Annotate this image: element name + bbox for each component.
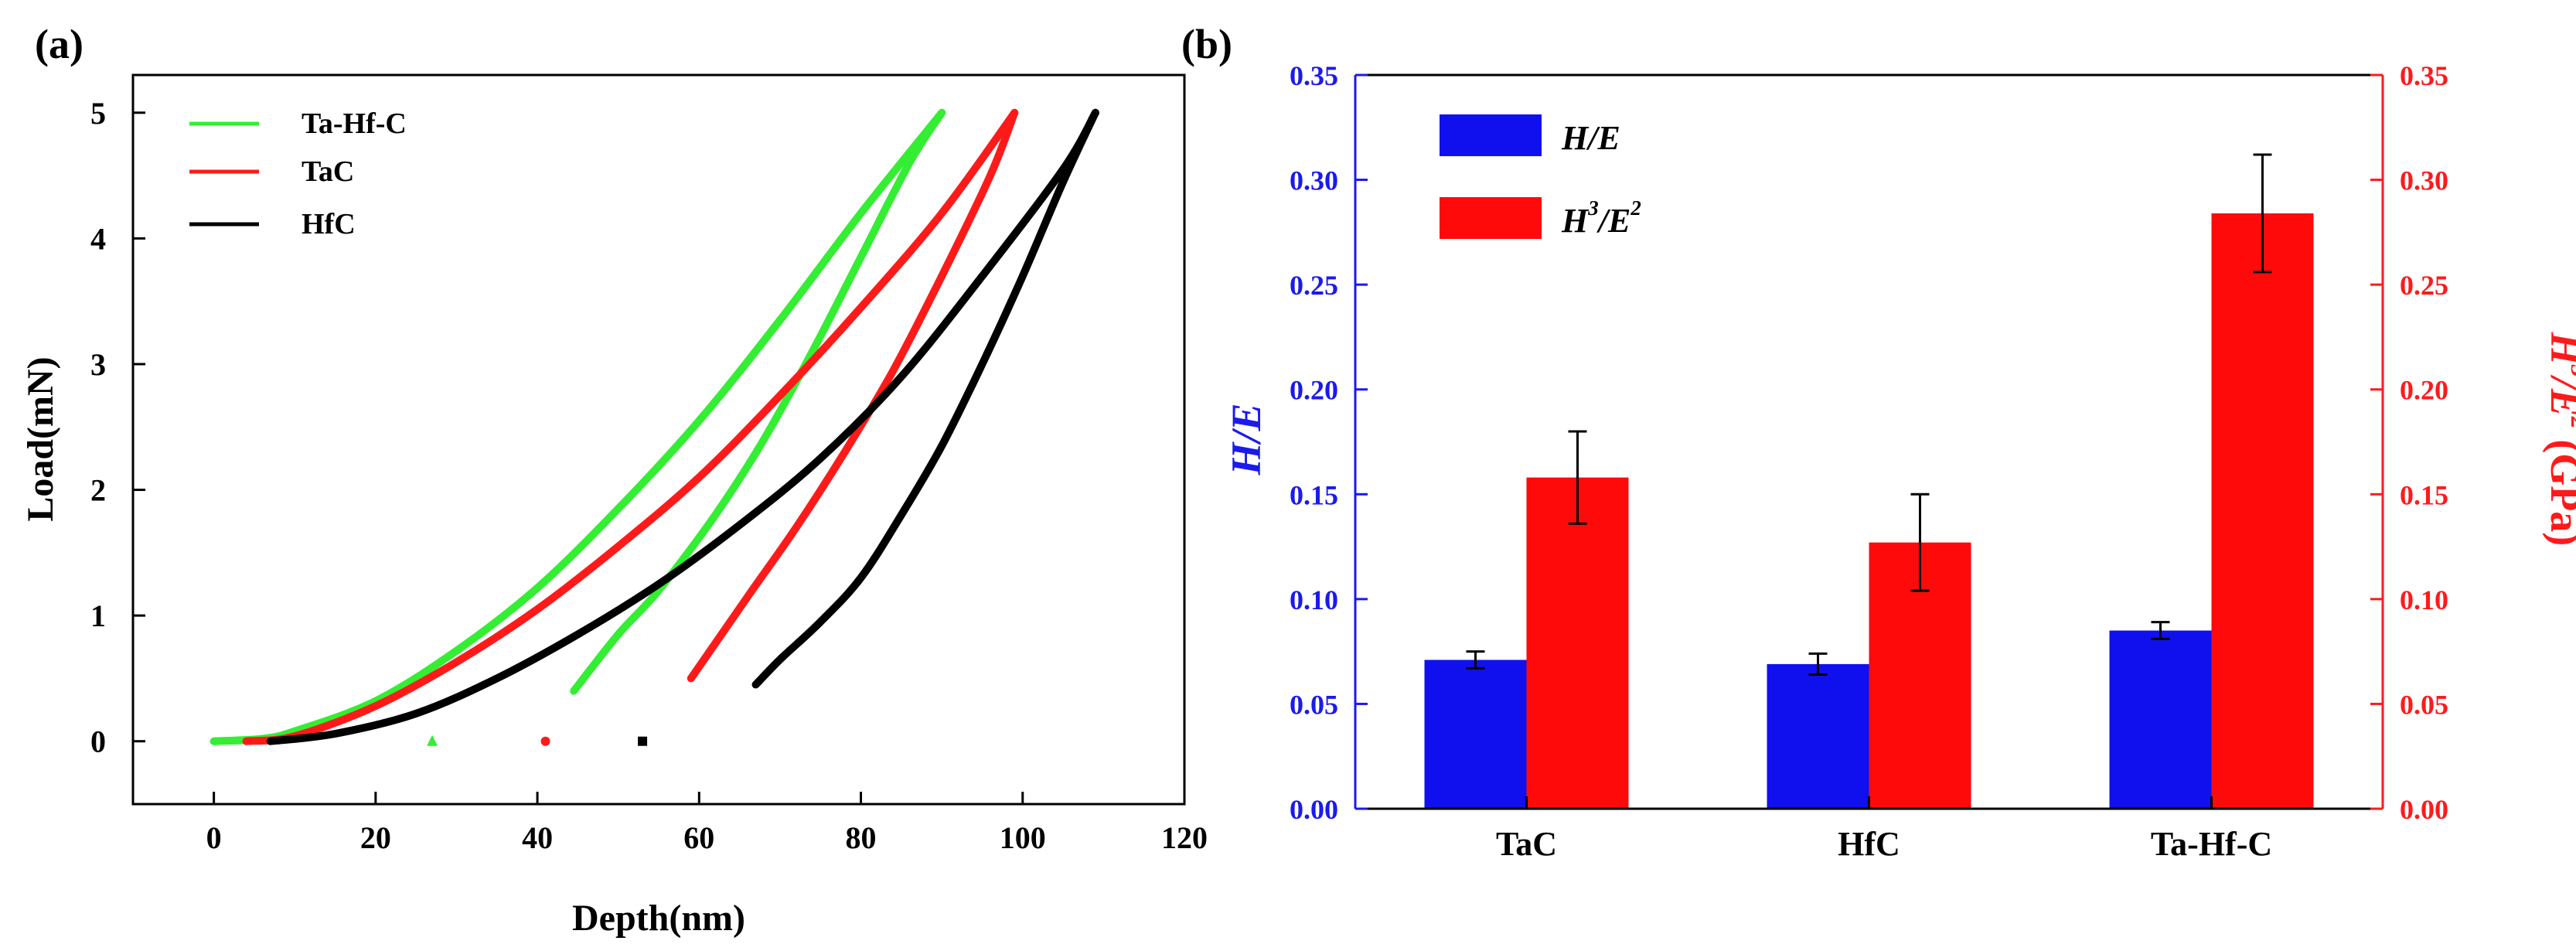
panel-a-plot-frame: [131, 73, 1186, 806]
curve-unloading-ta-hf-c: [570, 108, 946, 695]
a-x-tick-label: 80: [846, 820, 877, 855]
a-y-tick-label: 1: [90, 598, 106, 633]
b-right-tick-label: 0.00: [2400, 794, 2448, 825]
legend-swatch-he: [1440, 114, 1542, 156]
panel-a-y-axis-label: Load(mN): [20, 356, 61, 521]
a-x-tick-label: 60: [683, 820, 714, 855]
legend-label-he: H/E: [1561, 119, 1620, 157]
panel-a-label: (a): [35, 21, 83, 67]
b-right-tick-label: 0.10: [2400, 585, 2448, 615]
panel-b-bars: [1424, 213, 2314, 809]
panel-a-tick-labels: 0 20 40 60 80 100 120 0 1 2 3 4 5: [90, 96, 1208, 855]
panel-b-right-axis-label: H3/E2 (GPa): [2542, 332, 2576, 547]
panel-b-tick-labels: 0.00 0.05 0.10 0.15 0.20 0.25 0.30 0.35 0.00 0.05…: [1290, 60, 2448, 863]
b-category-label-hfc: HfC: [1838, 825, 1900, 863]
error-bar-h3-e2-hfc: [1910, 493, 1930, 592]
b-left-tick-label: 0.30: [1290, 165, 1338, 196]
error-bar-h-e-ta-hf-c: [2151, 621, 2170, 640]
error-bar-h-e-hfc: [1808, 652, 1828, 676]
panel-b-label: (b): [1181, 21, 1232, 67]
panel-a-residual-markers: [427, 735, 648, 746]
b-category-label-tac: TaC: [1496, 825, 1557, 863]
bar-h-e-tac: [1424, 660, 1527, 809]
panel-a-x-axis-label: Depth(nm): [572, 898, 745, 939]
a-x-tick-label: 100: [1000, 820, 1046, 855]
b-left-tick-label: 0.25: [1290, 270, 1338, 301]
panel-a-legend: Ta-Hf-C TaC HfC: [189, 107, 407, 240]
a-y-tick-label: 0: [90, 724, 106, 759]
curve-loading-ta-hf-c: [210, 108, 946, 745]
panel-a-ticks: [133, 111, 1186, 804]
error-bar-h3-e2-tac: [1568, 430, 1587, 525]
a-y-tick-label: 5: [90, 96, 106, 131]
b-left-tick-label: 0.00: [1290, 794, 1338, 825]
b-right-tick-label: 0.05: [2400, 689, 2448, 720]
bar-h-e-ta-hf-c: [2109, 630, 2212, 809]
bar-h3-e2-tac: [1526, 477, 1629, 809]
panel-b-bar-chart: (b) 0.000.050.100.150.200.250.300.350.00…: [1181, 21, 2576, 863]
legend-swatch-h3e2: [1440, 197, 1542, 239]
legend-label-ta-hf-c: Ta-Hf-C: [302, 107, 407, 140]
panel-b-error-bars: [1466, 153, 2272, 676]
b-left-tick-label: 0.10: [1290, 585, 1338, 615]
a-y-tick-label: 3: [90, 347, 106, 382]
panel-a-load-depth-chart: (a) 0 20 40 60 80 100 120 0 1 2 3 4 5 Ta-Hf-C TaC Hf…: [20, 21, 1208, 939]
panel-b-legend: H/E H3/E2: [1440, 114, 1641, 240]
b-left-tick-label: 0.15: [1290, 479, 1338, 510]
legend-label-h3e2: H3/E2: [1561, 196, 1641, 240]
legend-label-hfc: HfC: [302, 208, 356, 240]
curve-unloading-hfc: [751, 108, 1099, 689]
a-x-tick-label: 40: [522, 820, 553, 855]
error-bar-h-e-tac: [1466, 650, 1485, 670]
a-y-tick-label: 2: [90, 473, 106, 508]
bar-h-e-hfc: [1767, 663, 1869, 809]
curve-loading-tac: [242, 108, 1019, 745]
a-x-tick-label: 120: [1161, 820, 1208, 855]
a-y-tick-label: 4: [90, 221, 106, 256]
residual-marker-hfc: [638, 736, 648, 746]
residual-marker-tac: [540, 736, 550, 746]
a-x-tick-label: 20: [360, 820, 391, 855]
panel-a-curves: [210, 108, 1099, 745]
error-bar-h3-e2-ta-hf-c: [2253, 153, 2272, 274]
b-right-tick-label: 0.35: [2400, 60, 2448, 91]
a-x-tick-label: 0: [206, 820, 222, 855]
b-right-tick-label: 0.15: [2400, 479, 2448, 510]
panel-b-left-axis-label: H/E: [1223, 403, 1269, 476]
legend-label-tac: TaC: [302, 155, 354, 188]
b-right-tick-label: 0.20: [2400, 375, 2448, 406]
bar-h3-e2-ta-hf-c: [2211, 213, 2314, 809]
residual-marker-ta-hf-c: [427, 735, 438, 746]
b-left-tick-label: 0.35: [1290, 60, 1338, 91]
b-left-tick-label: 0.20: [1290, 375, 1338, 406]
b-right-tick-label: 0.30: [2400, 165, 2448, 196]
curve-loading-hfc: [266, 108, 1099, 745]
b-right-tick-label: 0.25: [2400, 270, 2448, 301]
b-category-label-ta-hf-c: Ta-Hf-C: [2151, 825, 2272, 863]
b-left-tick-label: 0.05: [1290, 689, 1338, 720]
panel-b-axes: [1354, 73, 2384, 810]
